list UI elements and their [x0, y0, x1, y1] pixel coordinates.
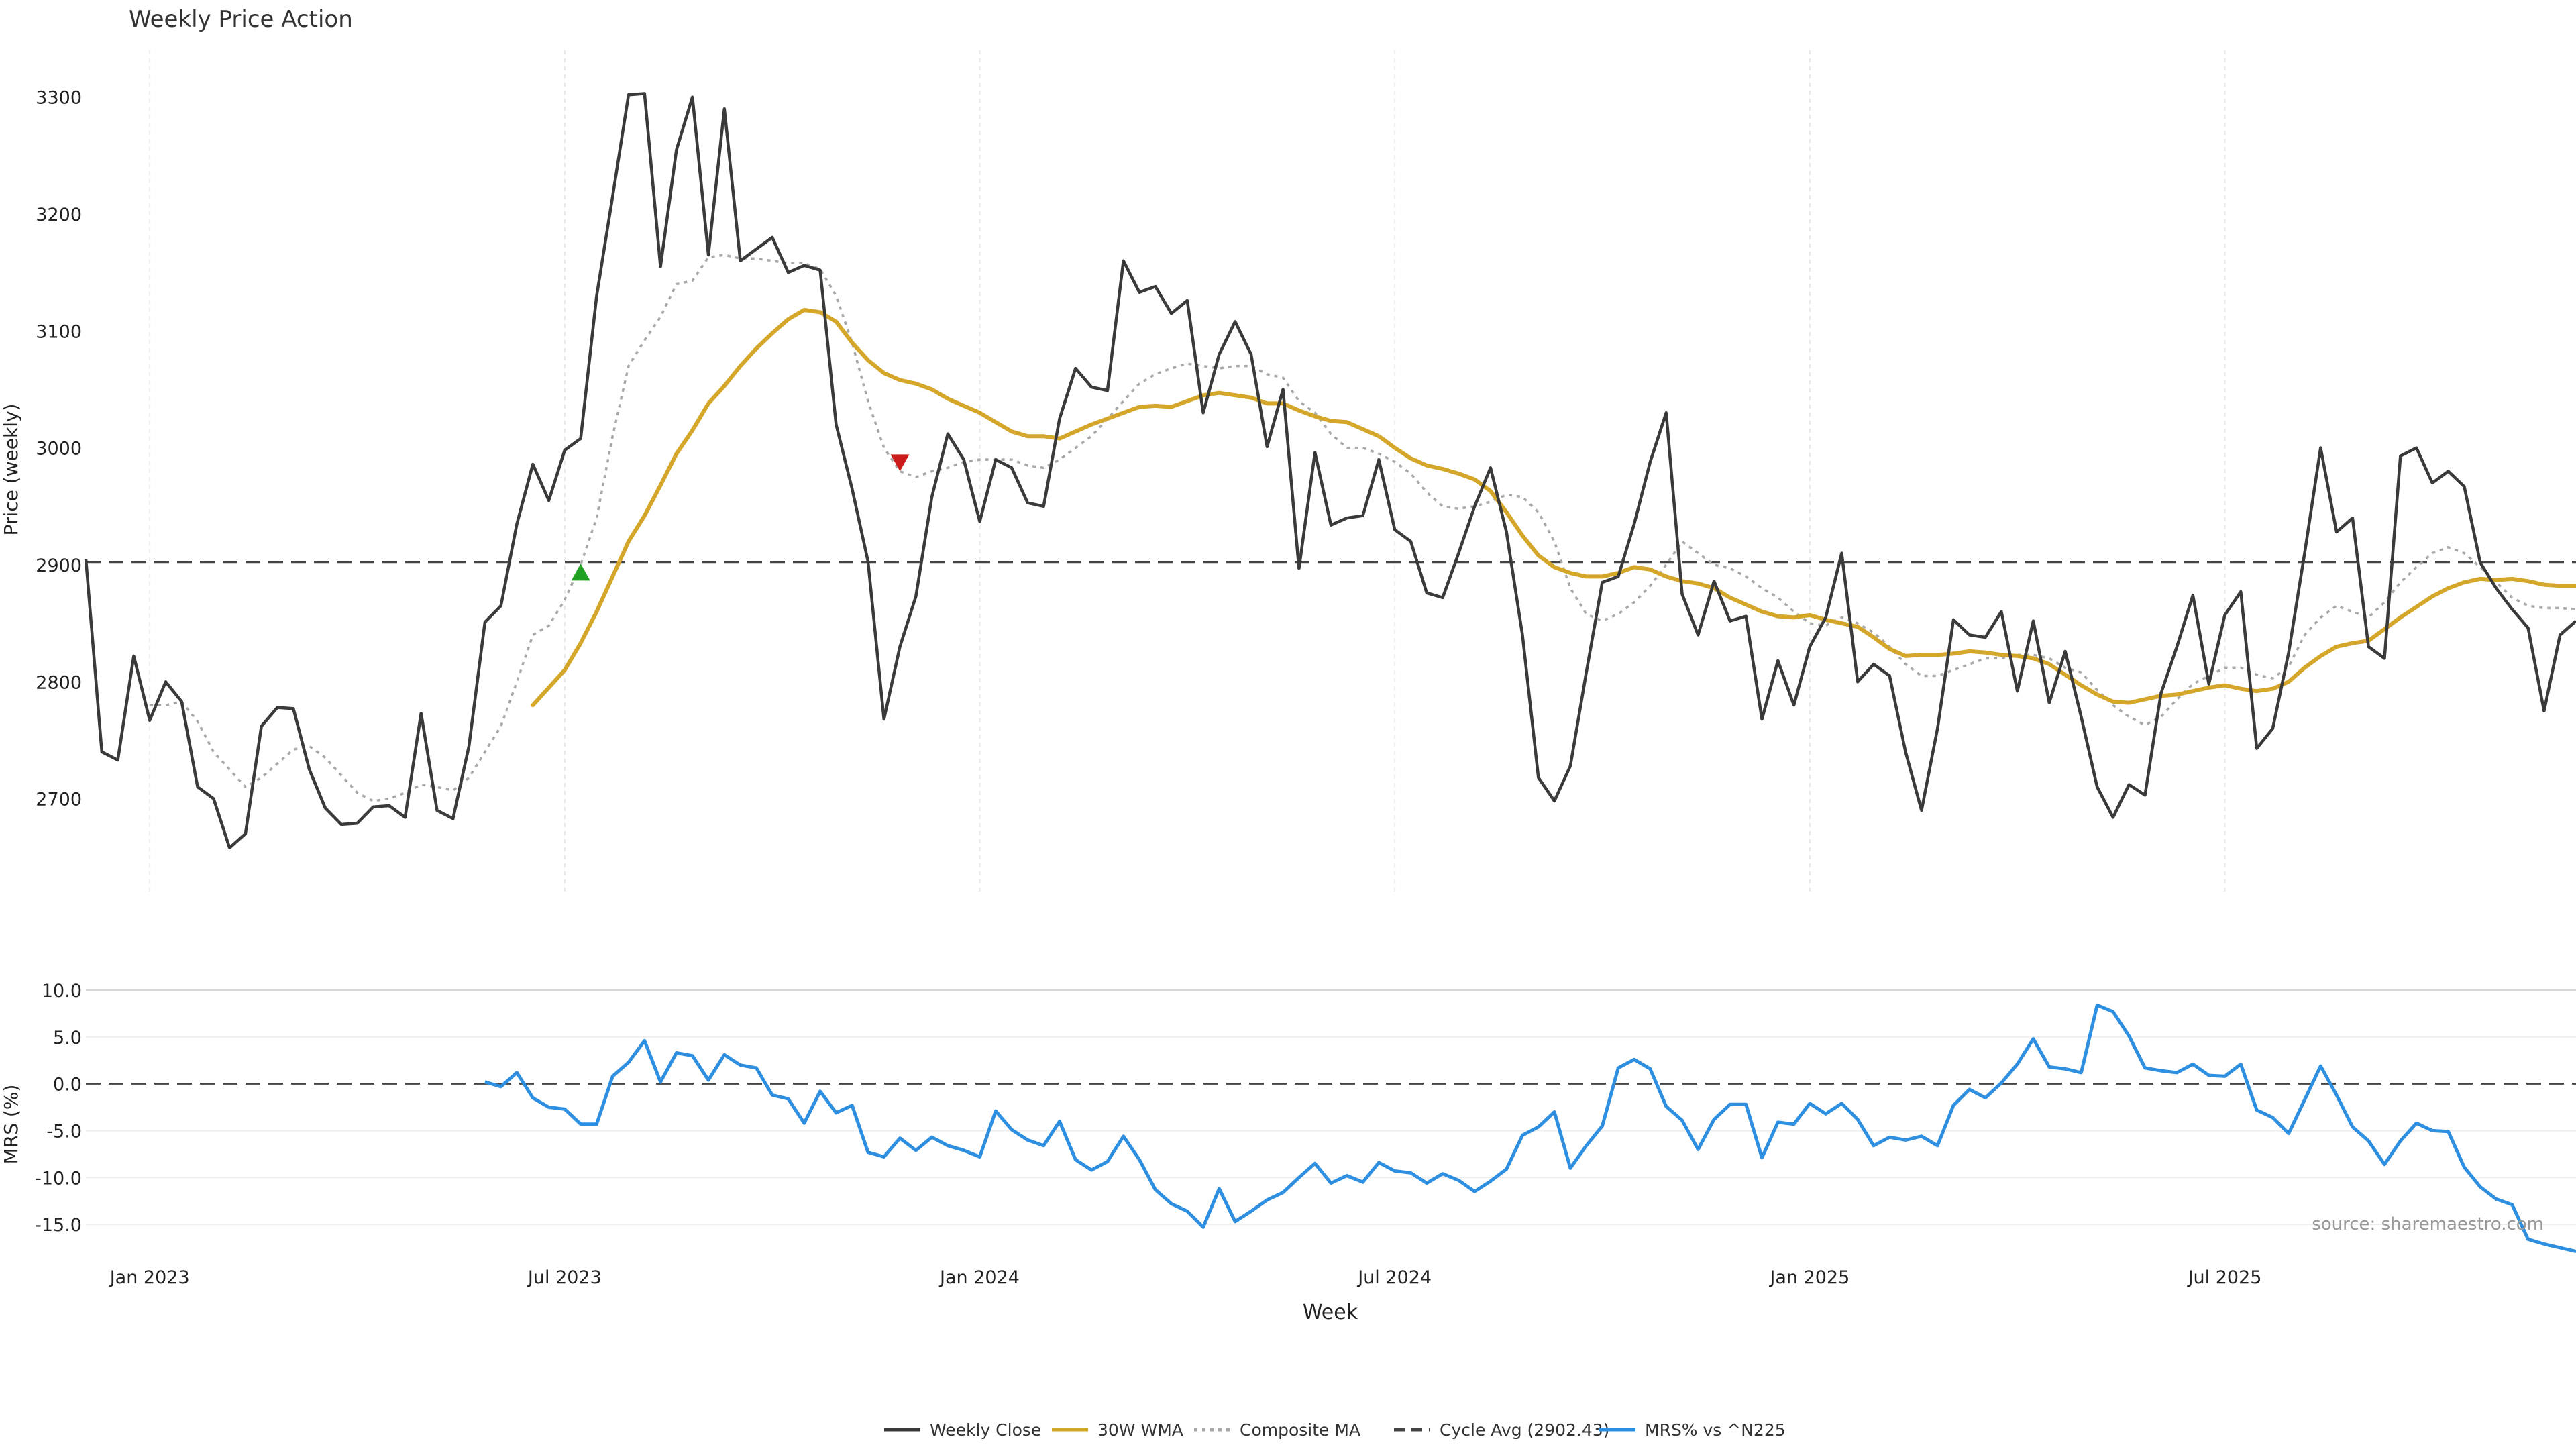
mrs-series: [484, 1003, 2576, 1254]
price-y-tick-0: 2700: [36, 790, 82, 810]
mrs-line: [484, 1003, 2576, 1254]
mrs-y-tick-1: 5.0: [53, 1028, 82, 1049]
legend: Weekly Close 30W WMA Composite MA Cycle Avg…: [884, 1420, 1786, 1440]
legend-item-3: Cycle Avg (2902.43): [1394, 1420, 1609, 1440]
mrs-y-tick-4: -10.0: [35, 1168, 82, 1189]
price-y-tick-1: 2800: [36, 672, 82, 693]
legend-label-4: MRS% vs ^N225: [1645, 1420, 1786, 1440]
mrs-y-axis-label: MRS (%): [0, 1085, 22, 1165]
mrs-y-tick-3: -5.0: [46, 1121, 82, 1142]
weekly-close-line: [84, 92, 2576, 850]
x-tick-label-5: Jul 2025: [2187, 1267, 2262, 1288]
legend-item-1: 30W WMA: [1052, 1420, 1183, 1440]
buy-signal-marker: [571, 564, 590, 581]
mrs-y-tick-2: 0.0: [53, 1075, 82, 1095]
price-y-tick-2: 2900: [36, 555, 82, 576]
mrs-panel-grid: [86, 989, 2576, 1226]
legend-item-4: MRS% vs ^N225: [1599, 1420, 1786, 1440]
legend-label-2: Composite MA: [1240, 1420, 1360, 1440]
price-y-axis-label: Price (weekly): [0, 404, 22, 536]
price-y-axis: 2700 2800 2900 3000 3100 3200 3300: [36, 88, 82, 810]
x-tick-label-0: Jan 2023: [109, 1267, 190, 1288]
wma-30-line: [531, 308, 2576, 708]
x-tick-label-2: Jan 2024: [938, 1267, 1020, 1288]
price-series: [84, 92, 2576, 850]
price-y-tick-3: 3000: [36, 439, 82, 460]
chart-title: Weekly Price Action: [129, 6, 353, 33]
x-tick-label-1: Jul 2023: [527, 1267, 602, 1288]
composite-ma-line: [150, 254, 2576, 802]
price-y-tick-4: 3100: [36, 321, 82, 342]
x-axis: Jan 2023 Jul 2023 Jan 2024 Jul 2024 Jan 2025…: [109, 1267, 2262, 1288]
mrs-y-tick-0: 10.0: [42, 981, 82, 1002]
price-y-tick-6: 3300: [36, 88, 82, 109]
sell-signal-marker: [890, 454, 910, 472]
mrs-y-tick-5: -15.0: [35, 1215, 82, 1236]
legend-item-2: Composite MA: [1194, 1420, 1360, 1440]
signal-markers: [571, 454, 910, 581]
legend-label-0: Weekly Close: [930, 1420, 1041, 1440]
x-axis-label: Week: [1303, 1301, 1358, 1324]
legend-label-3: Cycle Avg (2902.43): [1440, 1420, 1609, 1440]
price-y-tick-5: 3200: [36, 205, 82, 225]
source-note: source: sharemaestro.com: [2312, 1214, 2544, 1234]
x-tick-label-3: Jul 2024: [1356, 1267, 1432, 1288]
legend-label-1: 30W WMA: [1097, 1420, 1183, 1440]
mrs-y-axis: 10.0 5.0 0.0 -5.0 -10.0 -15.0: [35, 981, 82, 1236]
x-tick-label-4: Jan 2025: [1768, 1267, 1849, 1288]
price-panel-grid: [149, 50, 2226, 892]
legend-item-0: Weekly Close: [884, 1420, 1041, 1440]
